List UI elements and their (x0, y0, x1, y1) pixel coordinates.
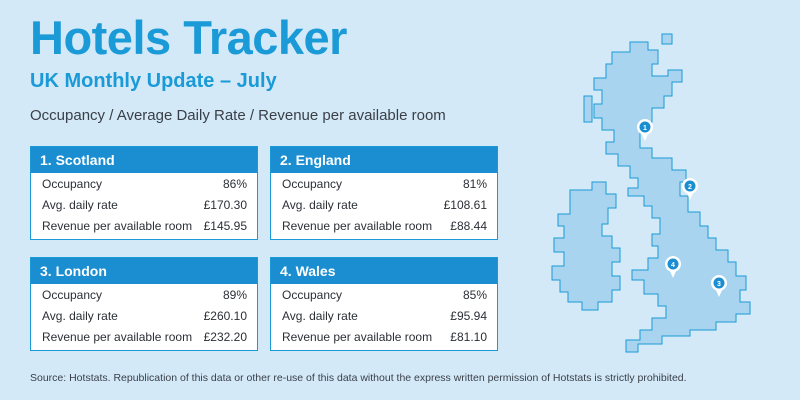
revpar-row: Revenue per available room £88.44 (271, 215, 497, 236)
region-card-title: 1. Scotland (31, 147, 257, 173)
row-label: Revenue per available room (42, 329, 193, 344)
revpar-row: Revenue per available room £232.20 (31, 326, 257, 347)
map-pin-label: 2 (688, 184, 692, 191)
row-label: Occupancy (42, 176, 103, 191)
row-value: 86% (222, 176, 247, 191)
row-label: Revenue per available room (282, 218, 433, 233)
row-label: Avg. daily rate (42, 197, 118, 212)
great-britain-outline (593, 41, 751, 353)
map-pin-label: 4 (671, 262, 675, 269)
row-value: £95.94 (450, 308, 487, 323)
row-label: Revenue per available room (42, 218, 193, 233)
map-pin-1[interactable]: 1 (637, 119, 653, 141)
region-card-scotland: 1. Scotland Occupancy 86% Avg. daily rat… (30, 146, 258, 240)
orkney-outline (661, 33, 673, 45)
row-label: Avg. daily rate (282, 308, 358, 323)
region-card-england: 2. England Occupancy 81% Avg. daily rate… (270, 146, 498, 240)
map-pin-label: 1 (643, 125, 647, 132)
occupancy-row: Occupancy 85% (271, 284, 497, 305)
adr-row: Avg. daily rate £108.61 (271, 194, 497, 215)
row-value: £260.10 (203, 308, 247, 323)
row-value: £145.95 (203, 218, 247, 233)
row-label: Avg. daily rate (42, 308, 118, 323)
uk-map: 1 2 3 4 (551, 33, 751, 353)
row-value: £88.44 (450, 218, 487, 233)
revpar-row: Revenue per available room £145.95 (31, 215, 257, 236)
adr-row: Avg. daily rate £170.30 (31, 194, 257, 215)
map-pin-2[interactable]: 2 (682, 178, 698, 200)
row-value: 81% (462, 176, 487, 191)
region-card-title: 3. London (31, 258, 257, 284)
adr-row: Avg. daily rate £260.10 (31, 305, 257, 326)
ireland-outline (551, 181, 621, 311)
row-value: £232.20 (203, 329, 247, 344)
row-value: £81.10 (450, 329, 487, 344)
page-subtitle: UK Monthly Update – July (30, 70, 277, 92)
page-title: Hotels Tracker (30, 11, 347, 64)
row-label: Avg. daily rate (282, 197, 358, 212)
row-value: 85% (462, 287, 487, 302)
adr-row: Avg. daily rate £95.94 (271, 305, 497, 326)
region-card-title: 4. Wales (271, 258, 497, 284)
map-pin-label: 3 (717, 281, 721, 288)
source-disclaimer: Source: Hotstats. Republication of this … (30, 372, 687, 384)
occupancy-row: Occupancy 86% (31, 173, 257, 194)
row-label: Revenue per available room (282, 329, 433, 344)
row-label: Occupancy (282, 287, 343, 302)
row-label: Occupancy (42, 287, 103, 302)
row-value: 89% (222, 287, 247, 302)
row-label: Occupancy (282, 176, 343, 191)
occupancy-row: Occupancy 89% (31, 284, 257, 305)
region-card-wales: 4. Wales Occupancy 85% Avg. daily rate £… (270, 257, 498, 351)
row-value: £170.30 (203, 197, 247, 212)
region-card-title: 2. England (271, 147, 497, 173)
map-pin-3[interactable]: 3 (711, 275, 727, 297)
occupancy-row: Occupancy 81% (271, 173, 497, 194)
row-value: £108.61 (443, 197, 487, 212)
hebrides-outline (583, 95, 593, 123)
map-pin-4[interactable]: 4 (665, 256, 681, 278)
metrics-description: Occupancy / Average Daily Rate / Revenue… (30, 107, 446, 124)
revpar-row: Revenue per available room £81.10 (271, 326, 497, 347)
region-card-london: 3. London Occupancy 89% Avg. daily rate … (30, 257, 258, 351)
